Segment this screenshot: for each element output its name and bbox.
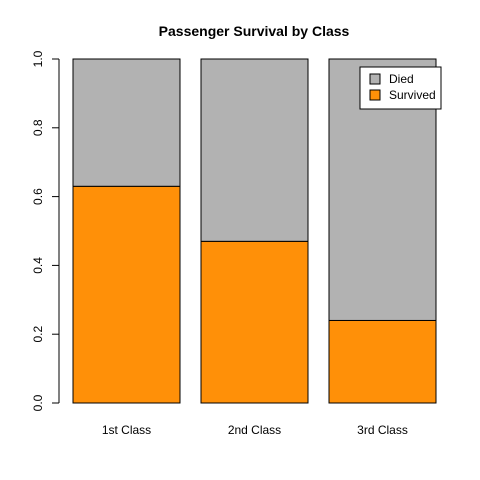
x-tick-label: 2nd Class [228,423,281,437]
x-tick-label: 3rd Class [357,423,408,437]
y-tick-label: 0.6 [31,188,45,205]
legend-label-died: Died [389,72,414,86]
legend-label-survived: Survived [389,88,436,102]
y-axis: 0.0 0.2 0.4 0.6 0.8 1.0 [31,50,60,411]
bar-survived-2 [200,240,309,404]
x-tick-label: 1st Class [102,423,151,437]
bars-group [72,58,437,404]
legend-swatch-died [369,73,381,85]
legend-swatch-survived [369,89,381,101]
x-axis-labels: 1st Class 2nd Class 3rd Class [102,423,408,437]
y-tick-label: 0.8 [31,119,45,136]
y-tick-label: 0.4 [31,257,45,274]
legend: Died Survived [359,66,442,110]
y-tick-label: 1.0 [31,50,45,67]
bar-survived-1 [72,185,181,404]
bar-survived-3 [328,319,437,404]
chart-title: Passenger Survival by Class [159,23,350,39]
bar-died-1 [72,58,181,187]
y-tick-label: 0.0 [31,394,45,411]
y-tick-label: 0.2 [31,326,45,343]
bar-died-2 [200,58,309,242]
